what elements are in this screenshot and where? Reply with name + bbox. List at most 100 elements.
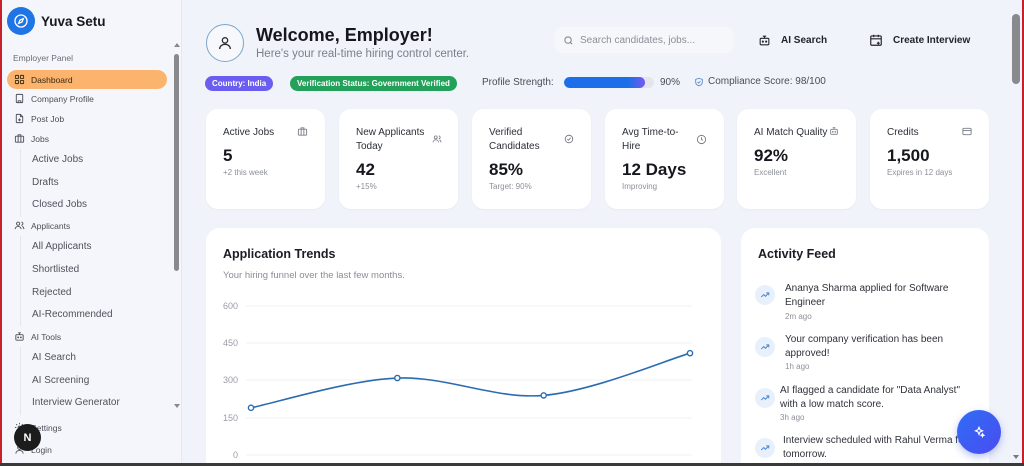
sidebar-subitem-rejected[interactable]: Rejected: [32, 287, 72, 298]
svg-text:600: 600: [223, 301, 238, 311]
trend-line: [250, 352, 691, 409]
sidebar-subitem-closed-jobs[interactable]: Closed Jobs: [32, 199, 88, 210]
stat-sub: Excellent: [754, 168, 787, 177]
sidebar-item-ai-tools[interactable]: AI Tools: [7, 327, 167, 346]
bot-icon: [758, 34, 771, 47]
sidebar-subitem-interview-generator[interactable]: Interview Generator: [32, 397, 120, 408]
sidebar-subitem-shortlisted[interactable]: Shortlisted: [32, 264, 80, 275]
stat-card-active-jobs[interactable]: Active Jobs 5 +2 this week: [206, 109, 325, 209]
stat-sub: +15%: [356, 182, 377, 191]
data-point[interactable]: [247, 404, 255, 412]
y-axis-ticks: 600 450 300 150 0: [223, 301, 238, 460]
chart-gridlines: [246, 305, 692, 456]
trending-up-icon: [755, 438, 775, 458]
chart-title: Application Trends: [223, 247, 336, 261]
window-border-right: [1022, 0, 1024, 466]
user-icon: [219, 37, 231, 50]
stat-title: Verified Candidates: [489, 127, 540, 152]
sidebar-subitem-active-jobs[interactable]: Active Jobs: [32, 154, 84, 165]
page-subtitle: Here's your real-time hiring control cen…: [256, 48, 470, 60]
jobs-sub-divider: [20, 149, 21, 217]
sidebar-item-label: Settings: [31, 422, 62, 433]
profile-strength-value: 90%: [660, 77, 681, 88]
sidebar-item-company-profile[interactable]: Company Profile: [7, 89, 167, 108]
stat-title: AI Match Quality: [754, 127, 828, 138]
briefcase-icon: [14, 133, 25, 144]
svg-text:0: 0: [233, 450, 238, 460]
profile-strength-label: Profile Strength:: [482, 77, 554, 88]
stat-sub: Improving: [622, 182, 658, 191]
clock-icon: [696, 134, 707, 145]
create-interview-button[interactable]: Create Interview: [869, 30, 970, 50]
main-scrollbar[interactable]: [1012, 14, 1020, 84]
sparkles-icon: [974, 425, 986, 439]
compass-icon: [7, 7, 35, 35]
sidebar-subitem-ai-search[interactable]: AI Search: [32, 352, 76, 363]
search-input[interactable]: [580, 34, 730, 46]
feed-title: Activity Feed: [758, 247, 836, 261]
main-scroll-down[interactable]: [1013, 455, 1019, 459]
application-trends-panel: Application Trends Your hiring funnel ov…: [206, 228, 721, 466]
sidebar-subitem-drafts[interactable]: Drafts: [32, 177, 59, 188]
sidebar-scroll-up[interactable]: [174, 43, 180, 47]
stat-title: New Applicants Today: [356, 127, 425, 152]
activity-feed-panel: Activity Feed Ananya Sharma applied for …: [741, 228, 989, 466]
data-point[interactable]: [540, 392, 547, 399]
feed-time: 1h ago: [785, 362, 810, 371]
sidebar-subitem-all-applicants[interactable]: All Applicants: [32, 241, 92, 252]
data-point[interactable]: [394, 374, 401, 382]
ai-assistant-button[interactable]: [957, 410, 1001, 454]
create-interview-label: Create Interview: [893, 34, 971, 46]
line-chart[interactable]: 600 450 300 150 0: [206, 228, 721, 466]
app-name: Yuva Setu: [41, 13, 106, 29]
stat-card-avg-time-to-hire[interactable]: Avg Time-to-Hire 12 Days Improving: [605, 109, 724, 209]
feed-text: Ananya Sharma applied for Software Engin…: [785, 283, 949, 308]
sidebar-item-label: Dashboard: [31, 74, 73, 85]
profile-strength-bar: [564, 77, 654, 88]
sidebar-item-label: AI Tools: [31, 331, 62, 342]
stat-title: Credits: [887, 127, 919, 138]
trending-up-icon: [755, 337, 775, 357]
stat-card-credits[interactable]: Credits 1,500 Expires in 12 days: [870, 109, 989, 209]
sidebar-subitem-ai-screening[interactable]: AI Screening: [32, 375, 90, 386]
trending-up-icon: [755, 285, 775, 305]
bot-icon: [14, 331, 25, 342]
grid-icon: [14, 74, 25, 85]
stat-value: 12 Days: [622, 160, 687, 179]
verification-status-badge: Verification Status: Government Verified: [290, 76, 457, 91]
page-title: Welcome, Employer!: [256, 25, 433, 45]
window-border-bottom: [0, 463, 1024, 466]
ai-search-button[interactable]: AI Search: [758, 30, 827, 50]
svg-text:300: 300: [223, 375, 238, 385]
feed-text: AI flagged a candidate for "Data Analyst…: [780, 385, 960, 410]
stat-sub: Target: 90%: [489, 182, 532, 191]
sidebar-scrollbar[interactable]: [174, 54, 179, 271]
svg-text:150: 150: [223, 413, 238, 423]
avatar[interactable]: [206, 24, 244, 62]
country-badge: Country: India: [205, 76, 274, 91]
dev-tools-badge[interactable]: N: [14, 424, 41, 451]
building-icon: [14, 93, 25, 104]
sidebar-subitem-ai-recommended[interactable]: AI-Recommended: [32, 309, 113, 320]
sidebar-item-post-job[interactable]: Post Job: [7, 109, 167, 128]
sidebar-item-dashboard[interactable]: Dashboard: [7, 70, 167, 89]
stat-card-verified-candidates[interactable]: Verified Candidates 85% Target: 90%: [472, 109, 591, 209]
chart-subtitle: Your hiring funnel over the last few mon…: [223, 270, 405, 281]
users-icon: [14, 220, 25, 231]
ai-search-label: AI Search: [781, 34, 828, 46]
stat-title: Avg Time-to-Hire: [622, 127, 679, 152]
sidebar-item-jobs[interactable]: Jobs: [7, 129, 167, 148]
sidebar-item-label: Applicants: [31, 220, 71, 231]
ai-tools-sub-divider: [20, 347, 21, 415]
data-point[interactable]: [686, 349, 694, 357]
file-plus-icon: [14, 113, 25, 124]
sidebar-item-applicants[interactable]: Applicants: [7, 216, 167, 235]
search-box[interactable]: [555, 27, 733, 53]
sidebar-scroll-down[interactable]: [174, 404, 180, 408]
credit-card-icon: [961, 126, 973, 137]
brand[interactable]: Yuva Setu: [7, 7, 106, 35]
stat-value: 85%: [489, 160, 524, 179]
bot-icon: [829, 126, 839, 136]
stat-card-ai-match-quality[interactable]: AI Match Quality 92% Excellent: [737, 109, 856, 209]
stat-card-new-applicants[interactable]: New Applicants Today 42 +15%: [339, 109, 458, 209]
